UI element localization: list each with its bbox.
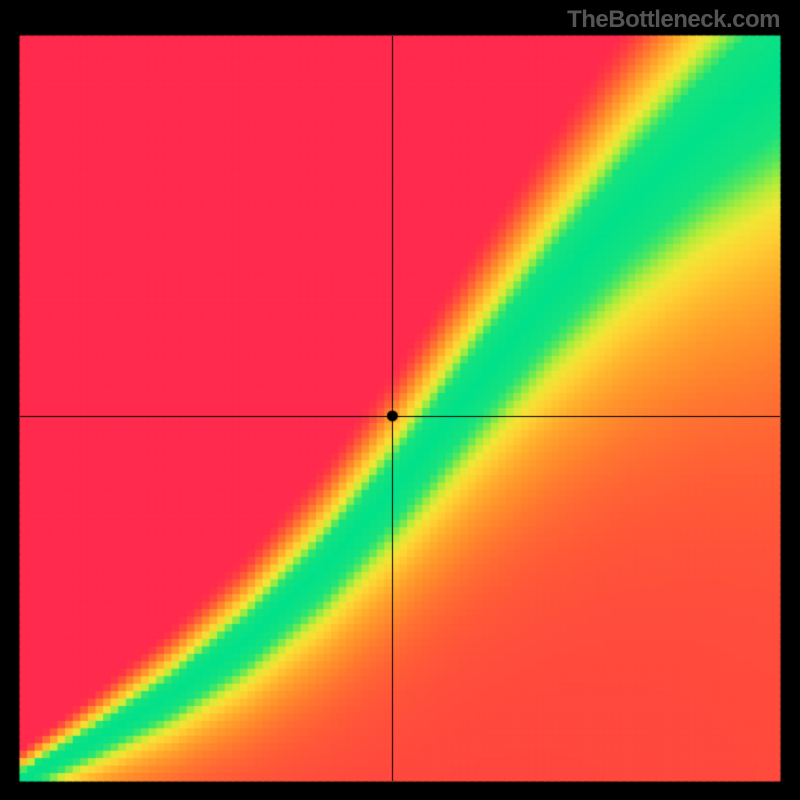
chart-container: TheBottleneck.com [0,0,800,800]
bottleneck-heatmap-canvas [0,0,800,800]
watermark-label: TheBottleneck.com [567,6,780,34]
